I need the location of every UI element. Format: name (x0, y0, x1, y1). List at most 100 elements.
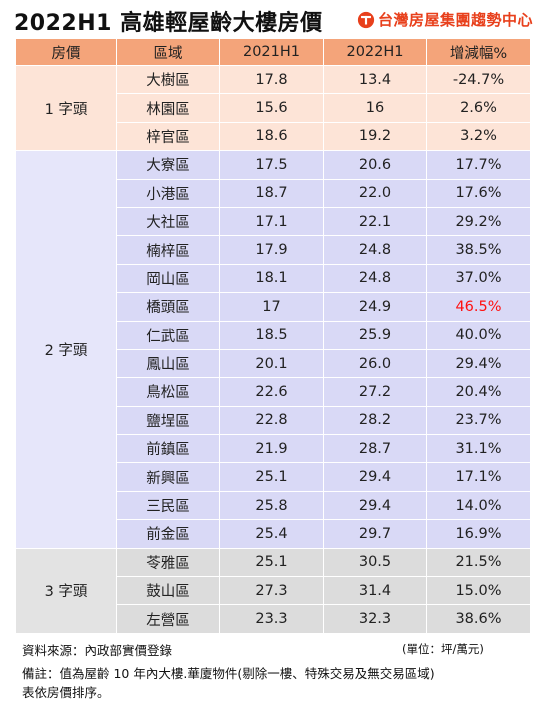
table-row: 小港區 18.7 22.0 17.6% (16, 178, 531, 208)
change-percent-cell: 38.5% (426, 235, 531, 265)
price-2021h1-cell: 18.6 (219, 121, 324, 152)
table-row: 梓官區 18.6 19.2 3.2% (16, 121, 531, 152)
price-2022h1-cell: 16 (323, 93, 427, 123)
price-2022h1-cell: 25.9 (323, 320, 427, 350)
price-2021h1-cell: 18.5 (219, 320, 324, 350)
price-2021h1-cell: 23.3 (219, 604, 324, 634)
change-percent-cell: 20.4% (426, 377, 531, 407)
change-percent-cell: 2.6% (426, 93, 531, 123)
table-row: 楠梓區 17.9 24.8 38.5% (16, 235, 531, 265)
area-cell: 梓官區 (116, 121, 220, 152)
price-group-label: 1 字頭 (15, 64, 117, 152)
area-cell: 前鎮區 (116, 434, 220, 464)
price-2021h1-cell: 17.8 (219, 64, 324, 95)
table-row: 新興區 25.1 29.4 17.1% (16, 462, 531, 492)
price-2021h1-cell: 18.7 (219, 178, 324, 208)
table-row: 橋頭區 17 24.9 46.5% (16, 292, 531, 322)
change-percent-cell: 15.0% (426, 576, 531, 606)
column-header-2021h1: 2021H1 (219, 38, 324, 66)
change-percent-cell: 38.6% (426, 604, 531, 634)
price-2022h1-cell: 29.7 (323, 519, 427, 549)
price-2021h1-cell: 17 (219, 292, 324, 322)
price-2021h1-cell: 25.1 (219, 547, 324, 578)
taiwan-realty-logo-icon (357, 11, 375, 28)
price-2022h1-cell: 28.7 (323, 434, 427, 464)
area-cell: 左營區 (116, 604, 220, 634)
remark-line-2: 表依房價排序。 (22, 685, 110, 700)
price-2022h1-cell: 22.1 (323, 206, 427, 237)
price-2021h1-cell: 17.1 (219, 206, 324, 237)
area-cell: 楠梓區 (116, 235, 220, 265)
remark-line-1: 備註：值為屋齡 10 年內大樓.華廈物件(剔除一樓、特殊交易及無交易區域) (22, 666, 435, 681)
brand-name: 台灣房屋集團趨勢中心 (377, 11, 533, 29)
price-2021h1-cell: 20.1 (219, 348, 324, 379)
price-2021h1-cell: 17.5 (219, 150, 324, 180)
area-cell: 小港區 (116, 178, 220, 208)
table-row: 前鎮區 21.9 28.7 31.1% (16, 434, 531, 464)
column-header-2022h1: 2022H1 (323, 38, 427, 66)
area-cell: 鳳山區 (116, 348, 220, 379)
change-percent-cell: 17.6% (426, 178, 531, 208)
change-percent-cell: 3.2% (426, 121, 531, 152)
area-cell: 大寮區 (116, 150, 220, 180)
price-2022h1-cell: 20.6 (323, 150, 427, 180)
table-row: 林園區 15.6 16 2.6% (16, 93, 531, 123)
area-cell: 橋頭區 (116, 292, 220, 322)
price-2022h1-cell: 32.3 (323, 604, 427, 634)
table-row: 1 字頭 大樹區 17.8 13.4 -24.7% (15, 64, 531, 152)
price-2021h1-cell: 25.4 (219, 519, 324, 549)
price-2021h1-cell: 22.8 (219, 405, 324, 436)
table-header-row: 房價 區域 2021H1 2022H1 增減幅% (15, 38, 531, 66)
price-2021h1-cell: 25.1 (219, 462, 324, 492)
price-2022h1-cell: 24.9 (323, 292, 427, 322)
change-percent-cell: 14.0% (426, 490, 531, 521)
area-cell: 仁武區 (116, 320, 220, 350)
area-cell: 前金區 (116, 519, 220, 549)
price-2022h1-cell: 26.0 (323, 348, 427, 379)
price-table: 房價 區域 2021H1 2022H1 增減幅% 1 字頭 大樹區 17.8 13.4… (15, 38, 531, 634)
price-2021h1-cell: 27.3 (219, 576, 324, 606)
change-percent-cell: 17.1% (426, 462, 531, 492)
price-2022h1-cell: 22.0 (323, 178, 427, 208)
column-header-area: 區域 (116, 38, 220, 66)
table-row: 3 字頭 苓雅區 25.1 30.5 21.5% (15, 547, 531, 634)
price-2022h1-cell: 24.8 (323, 235, 427, 265)
table-row: 2 字頭 大寮區 17.5 20.6 17.7% (15, 150, 531, 549)
change-percent-cell: -24.7% (426, 64, 531, 95)
price-2022h1-cell: 24.8 (323, 263, 427, 294)
table-row: 鼓山區 27.3 31.4 15.0% (16, 576, 531, 606)
price-2022h1-cell: 29.4 (323, 490, 427, 521)
page-title: 2022H1 高雄輕屋齡大樓房價 (14, 11, 323, 36)
change-percent-cell: 29.2% (426, 206, 531, 237)
price-2022h1-cell: 28.2 (323, 405, 427, 436)
table-row: 鳳山區 20.1 26.0 29.4% (16, 348, 531, 379)
price-2022h1-cell: 13.4 (323, 64, 427, 95)
table-row: 鳥松區 22.6 27.2 20.4% (16, 377, 531, 407)
area-cell: 鼓山區 (116, 576, 220, 606)
price-2021h1-cell: 21.9 (219, 434, 324, 464)
change-percent-cell: 23.7% (426, 405, 531, 436)
change-percent-cell: 17.7% (426, 150, 531, 180)
table-body: 1 字頭 大樹區 17.8 13.4 -24.7% 林園區 15.6 16 2.6% 梓官區 18.… (15, 64, 531, 634)
price-2021h1-cell: 18.1 (219, 263, 324, 294)
area-cell: 鹽埕區 (116, 405, 220, 436)
change-percent-cell: 31.1% (426, 434, 531, 464)
area-cell: 岡山區 (116, 263, 220, 294)
change-percent-cell: 40.0% (426, 320, 531, 350)
page-header: 2022H1 高雄輕屋齡大樓房價 台灣房屋集團趨勢中心 (0, 0, 545, 38)
price-group-label: 3 字頭 (15, 547, 117, 634)
price-group-label: 2 字頭 (15, 150, 117, 549)
change-percent-cell: 16.9% (426, 519, 531, 549)
change-percent-cell: 37.0% (426, 263, 531, 294)
table-row: 前金區 25.4 29.7 16.9% (16, 519, 531, 549)
area-cell: 鳥松區 (116, 377, 220, 407)
table-row: 左營區 23.3 32.3 38.6% (16, 604, 531, 634)
price-2021h1-cell: 17.9 (219, 235, 324, 265)
price-2022h1-cell: 31.4 (323, 576, 427, 606)
table-row: 仁武區 18.5 25.9 40.0% (16, 320, 531, 350)
price-2022h1-cell: 29.4 (323, 462, 427, 492)
table-row: 鹽埕區 22.8 28.2 23.7% (16, 405, 531, 436)
area-cell: 林園區 (116, 93, 220, 123)
area-cell: 大社區 (116, 206, 220, 237)
price-2021h1-cell: 25.8 (219, 490, 324, 521)
